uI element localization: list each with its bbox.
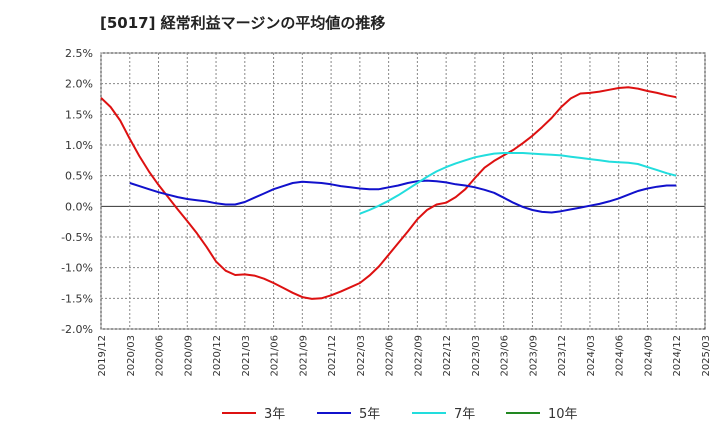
series-line-2: [129, 179, 677, 214]
series-lines: [100, 86, 677, 300]
y-tick-label: -1.5%: [61, 292, 93, 305]
y-tick-label: 2.0%: [65, 78, 93, 91]
series-line-1: [100, 86, 677, 300]
x-tick-label: 2021/03: [241, 335, 252, 377]
x-tick-label: 2021/12: [327, 335, 338, 377]
y-tick-label: -1.0%: [61, 262, 93, 275]
y-tick-label: 1.5%: [65, 108, 93, 121]
axes: 2.5% 2.0% 1.5% 1.0% 0.5% 0.0% -0.5% -1.0% -1.5% -…: [61, 47, 712, 377]
x-tick-label: 2020/09: [183, 335, 194, 377]
x-tick-label: 2025/03: [701, 335, 712, 377]
plot-frame: [100, 52, 706, 330]
legend: 3年 5年 7年 10年: [222, 407, 578, 422]
x-tick-label: 2019/12: [97, 335, 108, 377]
x-tick-label: 2024/12: [672, 335, 683, 377]
x-tick-label: 2023/09: [528, 335, 539, 377]
plot-area: [100, 52, 706, 330]
y-tick-label: 2.5%: [65, 47, 93, 60]
y-tick-label: 0.5%: [65, 170, 93, 183]
legend-label-3: 7年: [454, 407, 475, 422]
x-tick-label: 2024/06: [615, 335, 626, 377]
y-tick-label: 1.0%: [65, 139, 93, 152]
y-tick-label: 0.0%: [65, 200, 93, 213]
x-tick-label: 2020/12: [212, 335, 223, 377]
x-tick-label: 2022/12: [442, 335, 453, 377]
legend-label-2: 5年: [359, 407, 380, 422]
legend-label-4: 10年: [548, 407, 578, 422]
x-tick-label: 2024/03: [586, 335, 597, 377]
x-tick-label: 2022/03: [356, 335, 367, 377]
x-tick-label: 2021/06: [270, 335, 281, 377]
series-line-3: [359, 152, 677, 215]
y-tick-label: -0.5%: [61, 231, 93, 244]
x-tick-label: 2022/06: [385, 335, 396, 377]
y-tick-label: -2.0%: [61, 323, 93, 336]
x-tick-label: 2022/09: [413, 335, 424, 377]
chart-title: [5017] 経常利益マージンの平均値の推移: [100, 14, 386, 32]
x-tick-label: 2023/06: [500, 335, 511, 377]
x-tick-label: 2024/09: [643, 335, 654, 377]
x-tick-label: 2023/03: [471, 335, 482, 377]
legend-label-1: 3年: [264, 407, 285, 422]
x-tick-label: 2020/06: [155, 335, 166, 377]
x-tick-label: 2020/03: [126, 335, 137, 377]
x-tick-label: 2023/12: [557, 335, 568, 377]
x-tick-label: 2021/09: [298, 335, 309, 377]
